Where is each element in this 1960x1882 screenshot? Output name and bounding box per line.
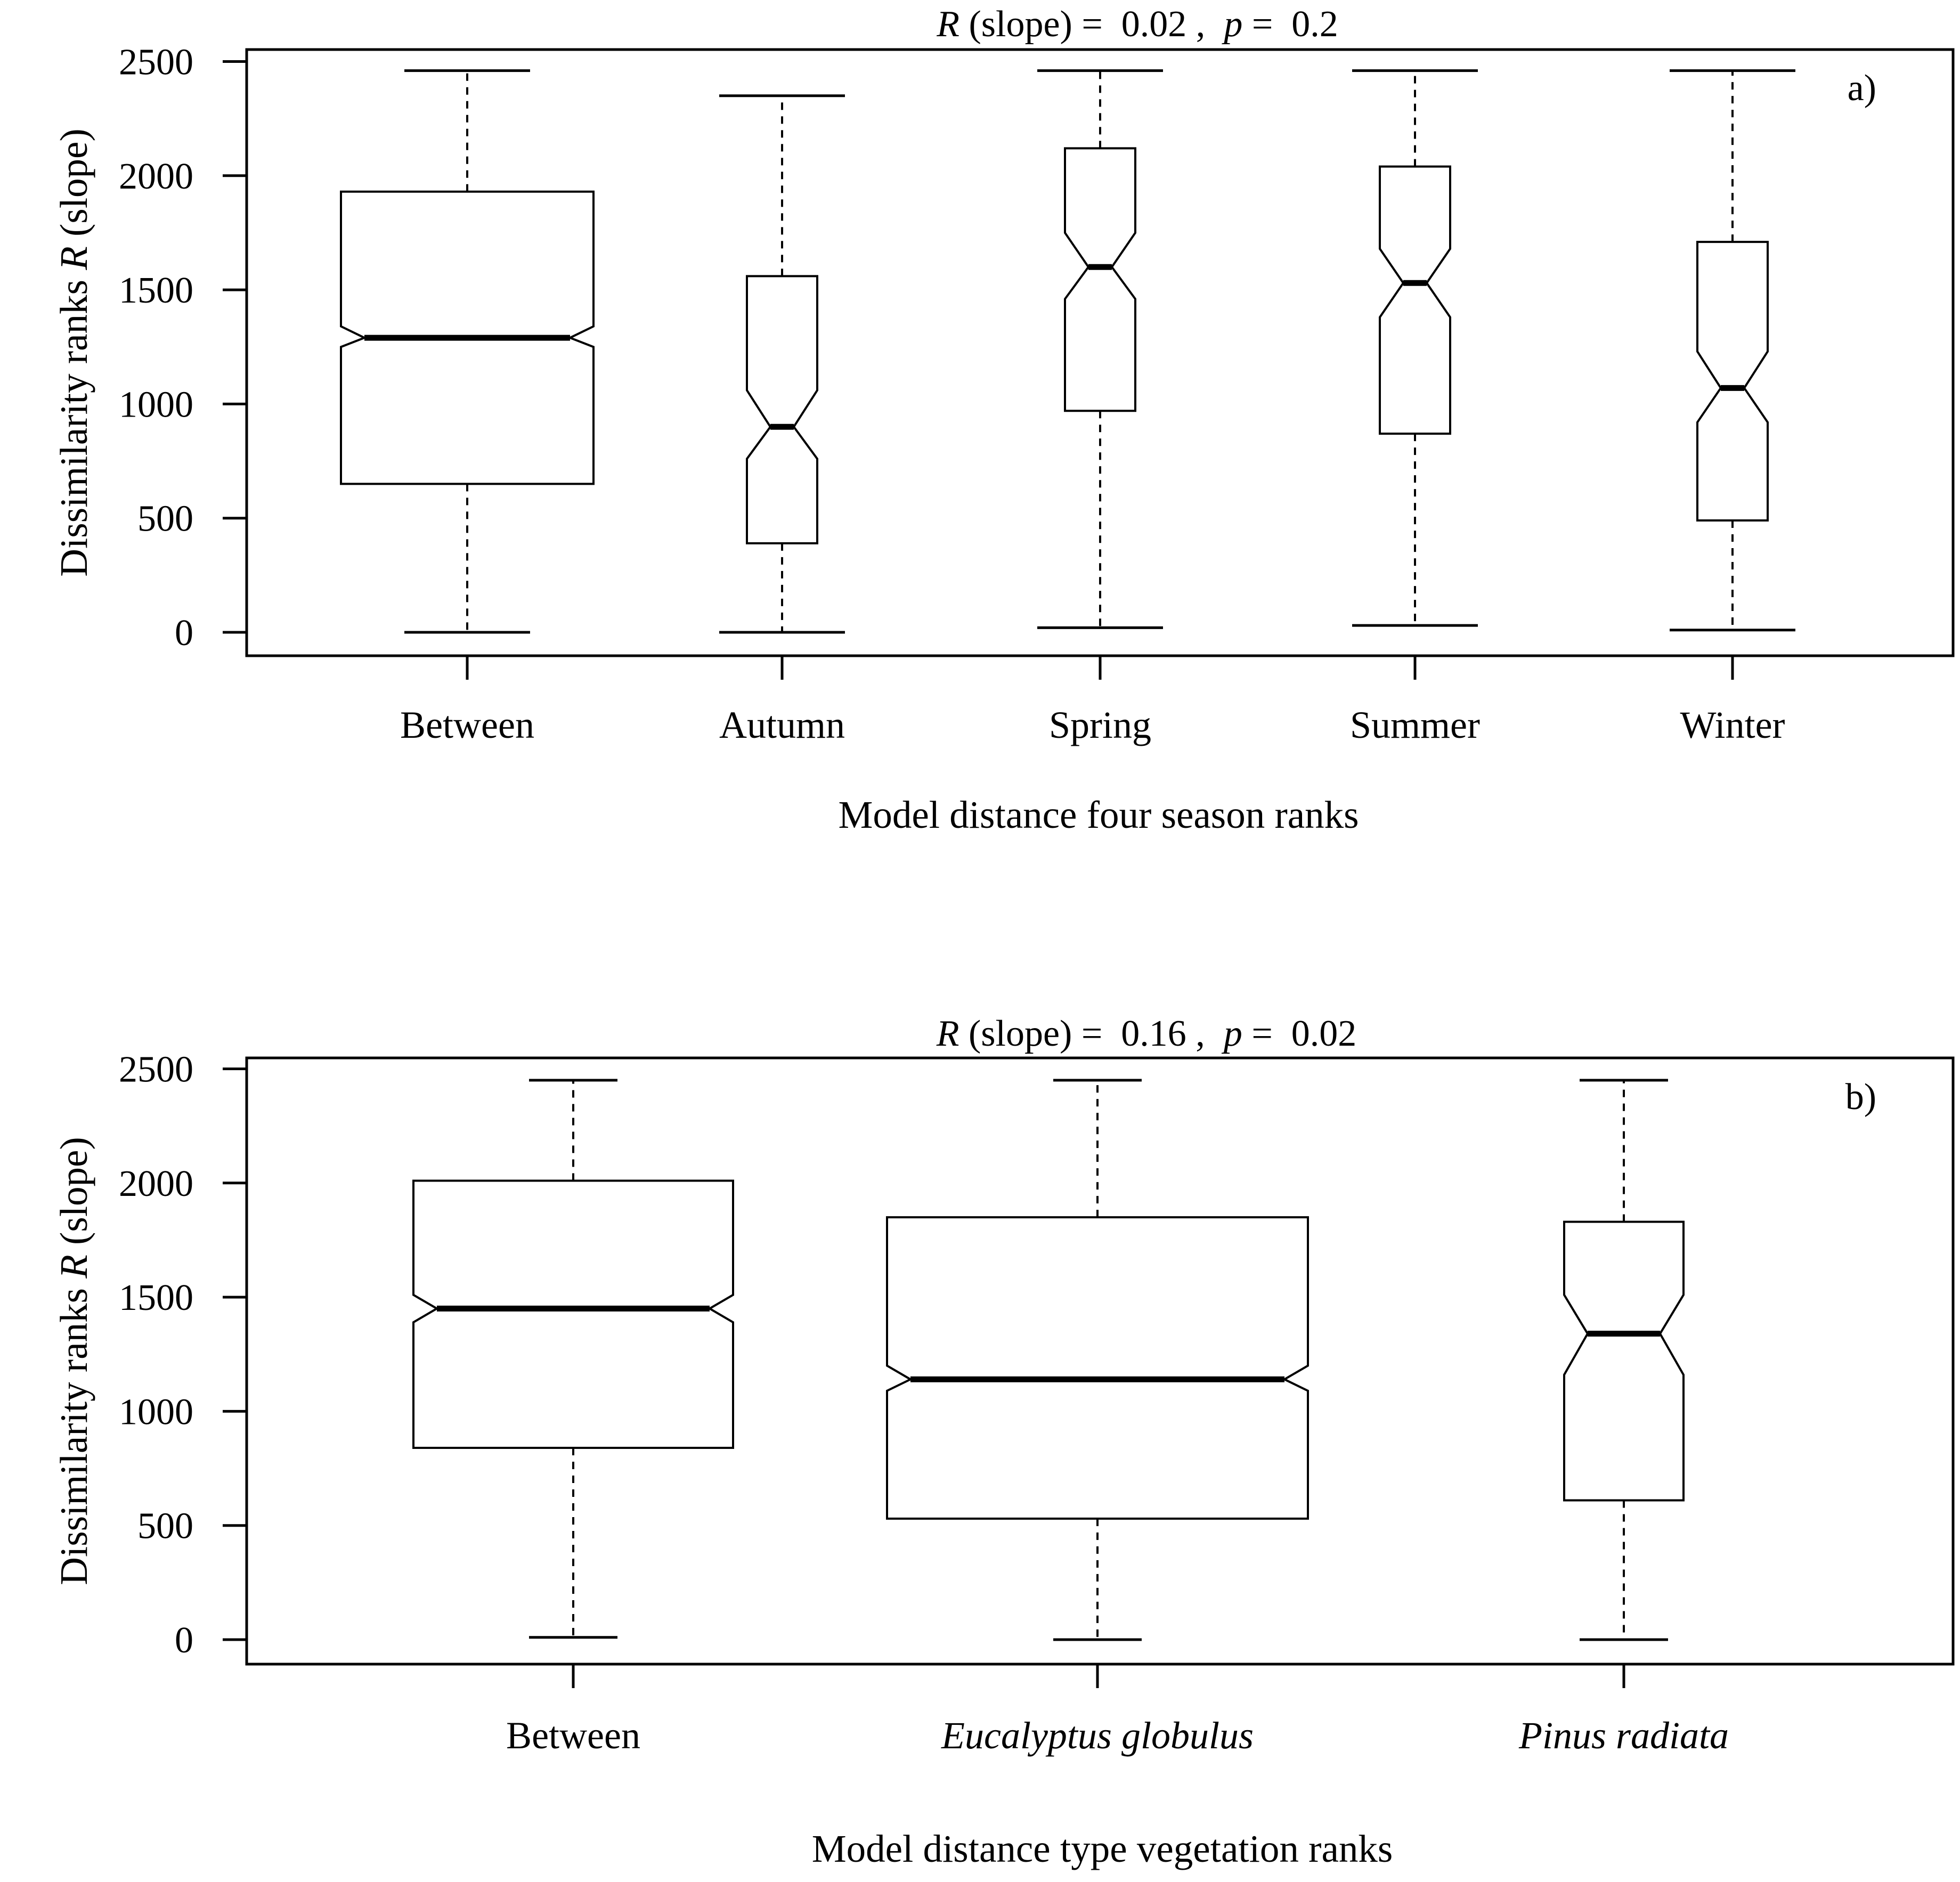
- stat-annotation: R (slope) = 0.02 , p = 0.2: [936, 4, 1338, 45]
- notched-box: [1064, 147, 1136, 412]
- panel-b: R (slope) = 0.16 , p = 0.02 b) Dissimila…: [52, 1013, 1955, 1870]
- x-tick-label: Between: [400, 704, 534, 746]
- x-tick-label: Between: [506, 1714, 640, 1757]
- x-tick-label: Pinus radiata: [1518, 1714, 1729, 1757]
- notched-box: [1379, 165, 1451, 435]
- notched-box: [412, 1179, 734, 1449]
- x-axis-title: Model distance type vegetation ranks: [812, 1827, 1393, 1870]
- box-spring: [1037, 69, 1163, 629]
- panel-label: b): [1845, 1077, 1876, 1118]
- y-tick-label: 2000: [119, 156, 193, 197]
- y-axis: 0 500 1000 1500 2000 2500: [119, 1049, 247, 1661]
- box-summer: [1352, 69, 1478, 627]
- box-series: [340, 69, 1795, 634]
- y-tick-label: 2500: [119, 42, 193, 83]
- y-tick-label: 1000: [119, 1391, 193, 1432]
- plot-frame: [245, 1056, 1955, 1666]
- box-between: [412, 1079, 734, 1639]
- y-tick-label: 1000: [119, 384, 193, 425]
- y-tick-label: 500: [137, 1506, 193, 1547]
- y-tick-label: 2500: [119, 1049, 193, 1090]
- y-axis: 0 500 1000 1500 2000 2500: [119, 42, 247, 654]
- y-tick-label: 1500: [119, 1277, 193, 1318]
- x-tick-label: Eucalyptus globulus: [941, 1714, 1254, 1757]
- x-tick-label: Autumn: [719, 704, 845, 746]
- panel-label: a): [1848, 68, 1876, 109]
- box-eucalyptus-globulus: [886, 1079, 1309, 1641]
- box-between: [340, 69, 595, 634]
- x-axis: Between Eucalyptus globulus Pinus radiata: [506, 1664, 1729, 1757]
- y-tick-label: 2000: [119, 1163, 193, 1204]
- panel-a: R (slope) = 0.02 , p = 0.2 a) Dissimilar…: [52, 4, 1955, 836]
- x-tick-label: Winter: [1680, 704, 1785, 746]
- y-tick-label: 0: [175, 613, 193, 654]
- stat-annotation: R (slope) = 0.16 , p = 0.02: [936, 1013, 1357, 1054]
- notched-box: [746, 275, 818, 544]
- box-winter: [1670, 69, 1795, 632]
- box-pinus-radiata: [1563, 1079, 1685, 1641]
- notched-box: [1563, 1220, 1685, 1502]
- notched-box: [886, 1216, 1309, 1520]
- y-tick-label: 500: [137, 499, 193, 540]
- y-axis-title: Dissimilarity ranks R (slope): [52, 1137, 95, 1585]
- box-series: [412, 1079, 1685, 1641]
- x-axis: Between Autumn Spring Summer Winter: [400, 656, 1785, 746]
- x-tick-label: Summer: [1350, 704, 1480, 746]
- box-autumn: [719, 94, 845, 634]
- y-axis-title: Dissimilarity ranks R (slope): [52, 128, 95, 576]
- x-axis-title: Model distance four season ranks: [838, 793, 1359, 836]
- y-tick-label: 0: [175, 1620, 193, 1661]
- notched-box: [1696, 241, 1769, 522]
- y-tick-label: 1500: [119, 270, 193, 311]
- x-tick-label: Spring: [1049, 704, 1151, 746]
